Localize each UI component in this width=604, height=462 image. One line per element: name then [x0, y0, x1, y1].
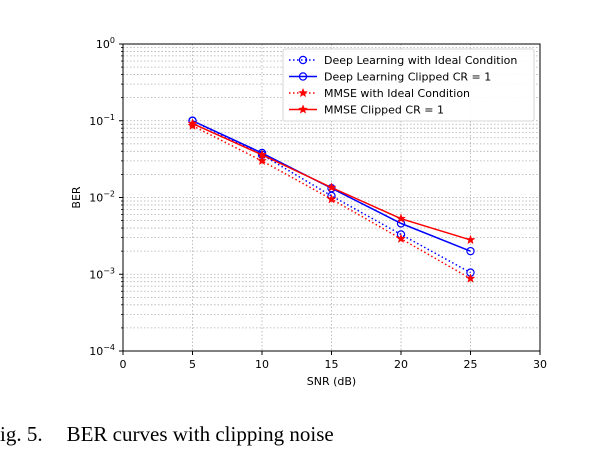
- x-tick-label: 20: [394, 358, 408, 371]
- series-layer: [187, 116, 476, 283]
- legend: Deep Learning with Ideal Condition Deep L…: [282, 48, 535, 122]
- x-tick-label: 10: [255, 358, 269, 371]
- legend-label: MMSE with Ideal Condition: [324, 87, 470, 100]
- legend-label: Deep Learning Clipped CR = 1: [324, 71, 491, 84]
- legend-entry-1: Deep Learning with Ideal Condition: [289, 54, 517, 67]
- data-point: [396, 233, 406, 243]
- figure-caption: ig. 5. BER curves with clipping noise: [0, 422, 334, 447]
- data-point: [465, 273, 476, 283]
- legend-label: MMSE Clipped CR = 1: [324, 104, 444, 117]
- x-axis-title: SNR (dB): [307, 375, 356, 388]
- x-tick-label: 30: [533, 358, 547, 371]
- ber-chart: 0 5 10 15 20 25 30 100 10−1 10−2 10−3 10−4 SNR (dB…: [70, 36, 547, 388]
- data-point: [187, 118, 198, 128]
- legend-entry-3: MMSE with Ideal Condition: [289, 87, 470, 100]
- x-tick-label: 0: [120, 358, 127, 371]
- y-axis-title: BER: [70, 186, 83, 208]
- y-tick-label: 10−1: [89, 113, 115, 128]
- data-point: [465, 234, 476, 245]
- legend-marker: [298, 55, 308, 65]
- series-4: [187, 118, 476, 245]
- legend-marker: [298, 87, 308, 98]
- y-tick-label: 10−2: [89, 190, 115, 205]
- data-point: [257, 149, 267, 160]
- legend-label: Deep Learning with Ideal Condition: [324, 54, 517, 67]
- figure-caption-text: BER curves with clipping noise: [66, 422, 334, 446]
- data-point: [326, 182, 337, 192]
- x-tick-label: 15: [325, 358, 339, 371]
- legend-entry-4: MMSE Clipped CR = 1: [289, 104, 444, 117]
- figure-label: ig. 5.: [0, 422, 43, 446]
- x-axis-ticks: 0 5 10 15 20 25 30: [120, 351, 547, 371]
- legend-box: [282, 48, 535, 122]
- x-tick-label: 5: [189, 358, 196, 371]
- legend-marker: [298, 104, 308, 114]
- y-tick-label: 10−3: [89, 266, 115, 281]
- legend-marker: [298, 72, 308, 81]
- y-tick-label: 100: [96, 36, 115, 51]
- data-point: [257, 155, 267, 166]
- data-point: [466, 246, 475, 256]
- y-axis-ticks: 100 10−1 10−2 10−3 10−4: [89, 36, 123, 358]
- x-tick-label: 25: [464, 358, 478, 371]
- legend-entry-2: Deep Learning Clipped CR = 1: [289, 71, 491, 84]
- data-point: [396, 213, 406, 223]
- y-tick-label: 10−4: [89, 343, 115, 358]
- series-line: [192, 120, 471, 274]
- data-point: [326, 193, 337, 204]
